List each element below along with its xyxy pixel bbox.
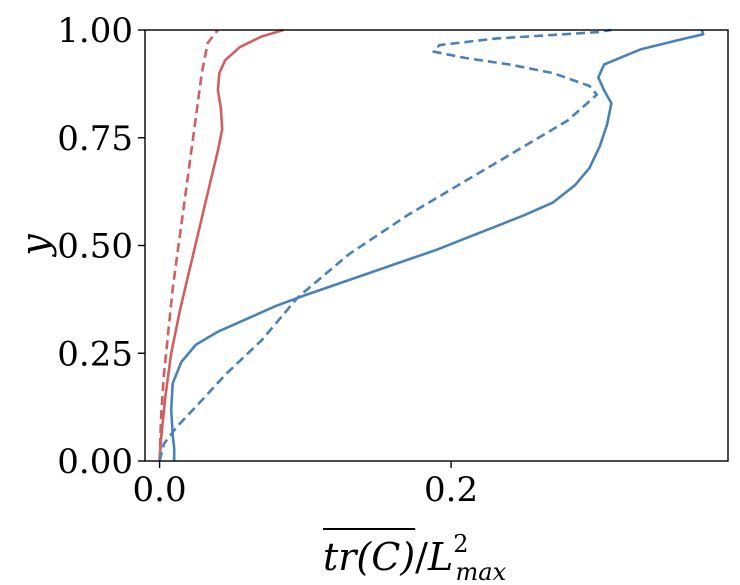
- x-tick-label: 0.0: [133, 470, 187, 510]
- series-line-2: [158, 29, 219, 462]
- x-axis-label-subscript: max: [456, 558, 507, 585]
- y-tick-label: 0.00: [57, 442, 133, 482]
- ticks-layer: 0.0 0.2 0.00 0.25 0.50 0.75 1.00: [57, 11, 478, 510]
- y-tick-label: 0.25: [57, 334, 133, 374]
- x-tick-label: 0.2: [424, 470, 478, 510]
- series-line-3: [169, 29, 705, 461]
- series-line-4: [158, 28, 612, 462]
- series-layer: [158, 28, 705, 462]
- x-axis-label-superscript: 2: [453, 530, 468, 558]
- x-axis-label-numerator: tr(C): [323, 535, 415, 579]
- x-axis-label-slash: /: [415, 535, 428, 579]
- series-line-1: [158, 28, 284, 462]
- x-axis-label: tr(C)/L2 max: [323, 528, 507, 585]
- x-axis-label-text: tr(C)/L2 max: [323, 530, 507, 585]
- x-axis-label-symbol: L: [427, 535, 453, 579]
- plot-frame: [144, 29, 729, 462]
- y-tick-label: 0.50: [57, 227, 133, 267]
- y-tick-label: 1.00: [57, 11, 133, 51]
- y-axis-label: y: [13, 234, 57, 258]
- y-tick-label: 0.75: [57, 119, 133, 159]
